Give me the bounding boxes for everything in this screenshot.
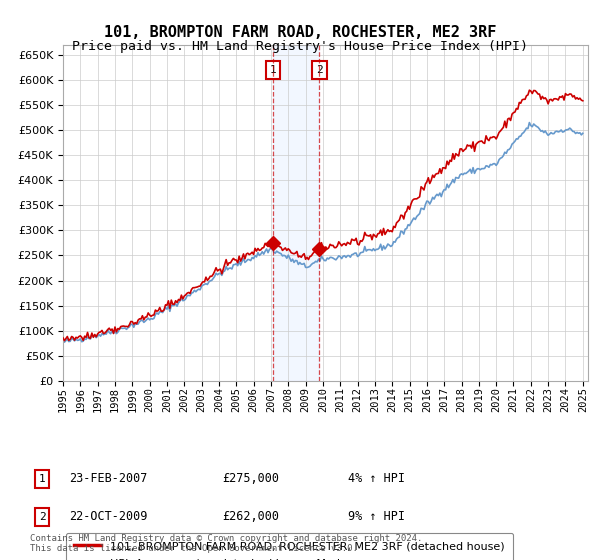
Text: 101, BROMPTON FARM ROAD, ROCHESTER, ME2 3RF: 101, BROMPTON FARM ROAD, ROCHESTER, ME2 …	[104, 25, 496, 40]
Text: 2: 2	[316, 65, 323, 75]
Text: 1: 1	[269, 65, 277, 75]
Bar	[273, 45, 319, 381]
Text: 9% ↑ HPI: 9% ↑ HPI	[348, 510, 405, 524]
Text: £262,000: £262,000	[222, 510, 279, 524]
Text: 23-FEB-2007: 23-FEB-2007	[69, 472, 148, 486]
Text: 4% ↑ HPI: 4% ↑ HPI	[348, 472, 405, 486]
Text: 2: 2	[38, 512, 46, 522]
Text: Contains HM Land Registry data © Crown copyright and database right 2024.
This d: Contains HM Land Registry data © Crown c…	[30, 534, 422, 553]
Text: £275,000: £275,000	[222, 472, 279, 486]
Text: 1: 1	[38, 474, 46, 484]
Text: Price paid vs. HM Land Registry's House Price Index (HPI): Price paid vs. HM Land Registry's House …	[72, 40, 528, 53]
Legend: 101, BROMPTON FARM ROAD, ROCHESTER, ME2 3RF (detached house), HPI: Average price: 101, BROMPTON FARM ROAD, ROCHESTER, ME2 …	[66, 533, 513, 560]
Text: 22-OCT-2009: 22-OCT-2009	[69, 510, 148, 524]
